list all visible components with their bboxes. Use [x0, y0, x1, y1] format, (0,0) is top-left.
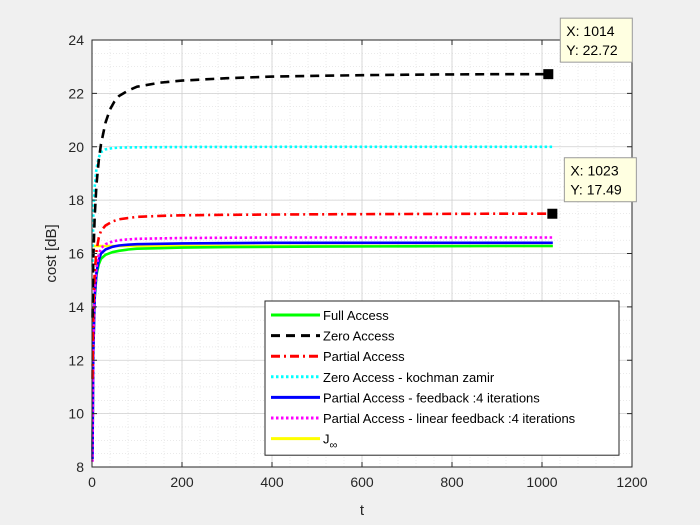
datatip-markers: [543, 69, 558, 219]
legend-label-4: Zero Access - kochman zamir: [323, 370, 495, 385]
y-tick-label: 10: [68, 406, 84, 422]
x-tick-label: 800: [440, 474, 464, 490]
legend-label-main: J: [323, 432, 330, 447]
series-layer: [91, 72, 553, 462]
legend-label-1: Full Access: [323, 308, 389, 323]
y-tick-label: 24: [68, 32, 84, 48]
y-tick-label: 18: [68, 192, 84, 208]
series-line-6: [91, 236, 553, 462]
datatips: X: 1014 Y: 22.72 X: 1023 Y: 17.49: [559, 17, 637, 203]
legend-label-2: Zero Access: [323, 329, 395, 344]
y-tick-label: 8: [76, 459, 84, 475]
y-tick-label: 14: [68, 299, 84, 315]
datatip-line-x: X: 1023: [570, 163, 618, 179]
x-tick-label: 1000: [526, 474, 557, 490]
tick-labels: 0 200 400 600 800 1000 1200 8 10 12 14 16 18 20 22 24: [68, 32, 647, 490]
y-tick-label: 16: [68, 246, 84, 262]
datatip-line-x: X: 1014: [566, 23, 614, 39]
datatip-line-y: Y: 17.49: [570, 182, 622, 198]
y-tick-label: 12: [68, 352, 84, 368]
legend-label-7: J∞: [323, 432, 337, 452]
datatip-marker-2: [547, 208, 558, 219]
legend-box: [264, 300, 620, 456]
x-tick-label: 0: [88, 474, 96, 490]
legend-label-5: Partial Access - feedback :4 iterations: [323, 390, 540, 405]
datatip-marker-1: [543, 69, 554, 80]
x-tick-label: 200: [170, 474, 194, 490]
datatip-box-1: [559, 17, 633, 63]
x-axis-label: t: [360, 502, 365, 519]
x-tick-label: 600: [350, 474, 374, 490]
legend: Full Access Zero Access Partial Access Zero…: [264, 300, 620, 456]
datatip-line-y: Y: 22.72: [566, 42, 618, 58]
series-line-3: [91, 212, 553, 379]
legend-label-subscript: ∞: [330, 440, 338, 452]
y-tick-label: 20: [68, 139, 84, 155]
x-tick-label: 400: [260, 474, 284, 490]
series-line-2: [91, 72, 549, 318]
datatip-box-2: [563, 157, 637, 203]
x-tick-label: 1200: [616, 474, 647, 490]
y-tick-label: 22: [68, 85, 84, 101]
legend-label-3: Partial Access: [323, 349, 405, 364]
y-axis-label: cost [dB]: [43, 224, 60, 282]
legend-label-6: Partial Access - linear feedback :4 iter…: [323, 411, 576, 426]
